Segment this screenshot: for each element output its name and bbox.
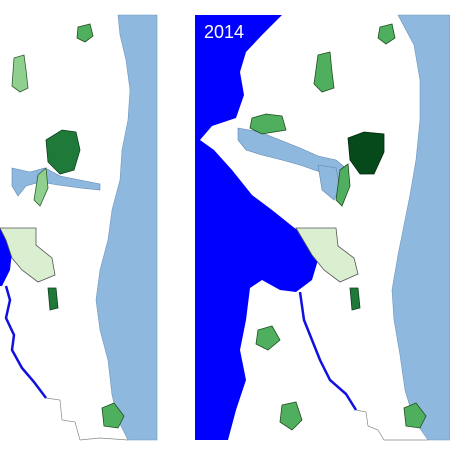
park bbox=[47, 287, 59, 311]
park bbox=[101, 402, 125, 429]
park bbox=[45, 129, 81, 175]
city-limit bbox=[355, 409, 428, 441]
right-map-panel: 2014 bbox=[195, 14, 450, 441]
left-map-panel bbox=[0, 14, 158, 441]
park bbox=[347, 131, 385, 175]
park bbox=[11, 54, 29, 93]
park bbox=[313, 51, 335, 93]
duwamish bbox=[298, 291, 358, 411]
year-label: 2014 bbox=[204, 22, 244, 42]
puget-sound bbox=[195, 15, 318, 440]
park bbox=[33, 167, 49, 207]
park bbox=[377, 23, 396, 45]
park bbox=[249, 113, 287, 135]
park bbox=[255, 325, 281, 351]
park bbox=[349, 287, 361, 311]
lake-washington bbox=[391, 14, 450, 441]
park bbox=[295, 227, 359, 283]
park bbox=[0, 227, 56, 283]
park bbox=[403, 402, 427, 429]
park bbox=[335, 163, 351, 207]
city-limit bbox=[45, 397, 129, 441]
park bbox=[279, 401, 303, 431]
ship-canal bbox=[11, 167, 101, 197]
park bbox=[76, 23, 94, 43]
duwamish bbox=[4, 285, 47, 399]
